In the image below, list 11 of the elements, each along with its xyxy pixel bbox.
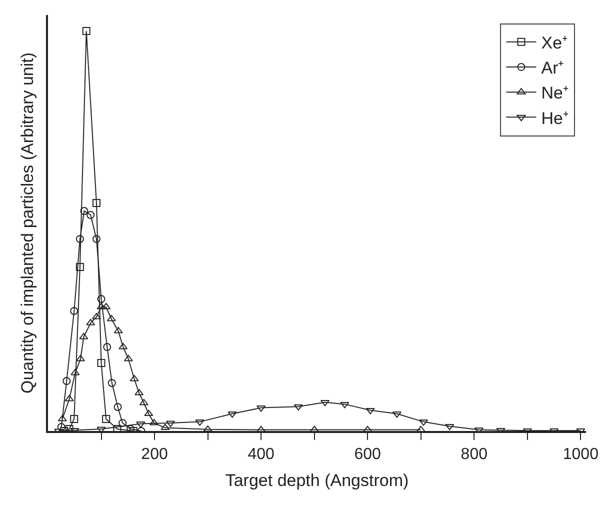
legend-label: Ne⁺ [541,84,569,103]
legend-label: Xe⁺ [541,34,568,52]
y-axis-title: Quantity of implanted particles (Arbitrary unit) [18,52,38,394]
x-tick-label: 800 [460,446,488,464]
x-tick-label: 1000 [562,446,599,464]
x-tick-label: 200 [141,446,168,464]
x-axis-title: Target depth (Angstrom) [225,471,409,490]
x-tick-label: 600 [354,446,382,464]
legend-label: He⁺ [541,108,569,128]
legend-label: Ar⁺ [541,58,564,78]
x-tick-label: 400 [248,446,275,464]
